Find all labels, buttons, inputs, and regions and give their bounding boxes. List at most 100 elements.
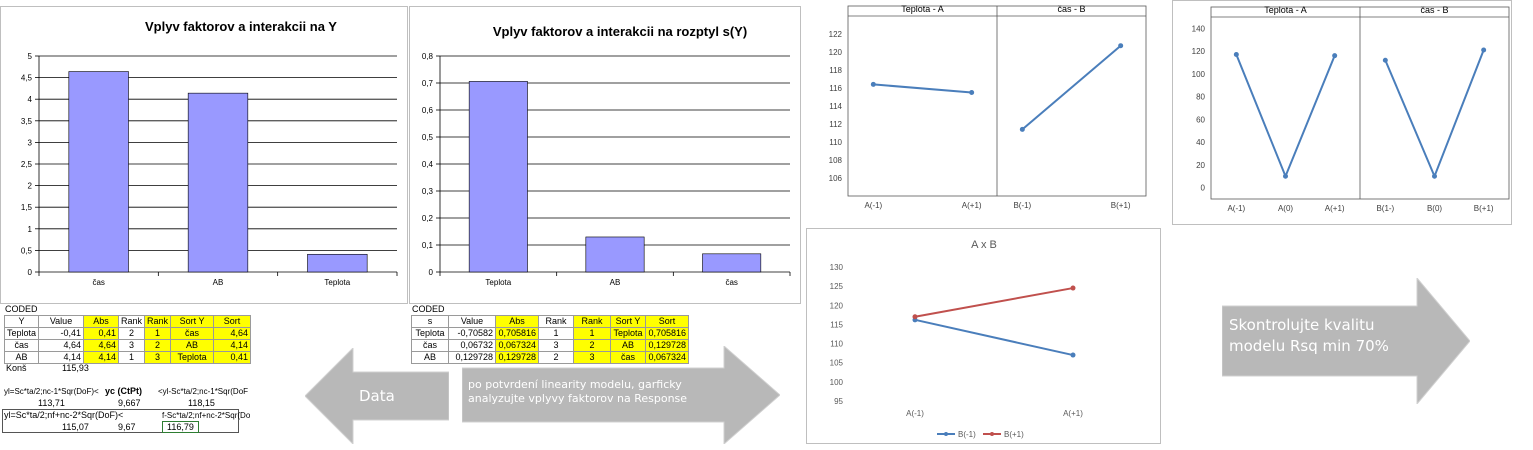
interaction-plot-svg: A x B 95 100 105 110 115 120 125 130 A(-1) A(+1) B(… xyxy=(830,239,1084,439)
c5-ytick-label: 110 xyxy=(830,340,843,349)
c3-ytick-label: 110 xyxy=(829,138,842,147)
c2-category-label: AB xyxy=(610,278,621,287)
c1-category-label: čas xyxy=(92,278,104,287)
value-2: 9,667 xyxy=(118,398,141,408)
table-header-row: Y Value Abs Rank Rank Sort Y Sort xyxy=(3,315,252,328)
table-row: AB 4,14 4,14 1 3 Teplota 0,41 xyxy=(3,351,252,364)
table-header-cell: Sort xyxy=(645,315,689,328)
c5-series-line xyxy=(914,318,1074,357)
c5-xtick-label: A(+1) xyxy=(1063,409,1083,418)
table-cell: 0,129728 xyxy=(645,339,689,352)
value-5: 9,67 xyxy=(118,422,136,432)
table-cell: 0,705816 xyxy=(495,327,539,340)
c3-ytick-label: 116 xyxy=(829,84,842,93)
c3-ytick-label: 122 xyxy=(829,30,843,39)
chart-effects-y: Vplyv faktorov a interakcii na Y 0 0,5 1 1,5… xyxy=(0,6,408,304)
c3-panel-label: Teplota - A xyxy=(901,4,944,14)
value-6: 116,79 xyxy=(162,421,199,433)
c3-xtick-label: B(-1) xyxy=(1013,201,1031,210)
table-cell: 2 xyxy=(573,339,611,352)
arrow-quality-shape xyxy=(1222,278,1470,404)
data-arrow-label: Data xyxy=(359,387,395,405)
c4-ytick-label: 80 xyxy=(1196,93,1205,102)
value-4: 115,07 xyxy=(62,422,89,432)
table-cell: AB xyxy=(610,339,646,352)
c3-ytick-label: 114 xyxy=(829,102,842,111)
table-header-cell: Sort Y xyxy=(610,315,646,328)
table-cell: -0,70582 xyxy=(448,327,496,340)
chart-effects-y-svg: Vplyv faktorov a interakcii na Y 0 0,5 1 1,5… xyxy=(21,19,398,287)
table-cell: 0,129728 xyxy=(448,351,496,364)
table2-body: s Value Abs Rank Rank Sort Y Sort Teplota -0,705… xyxy=(411,315,689,364)
c4-point xyxy=(1432,173,1437,179)
c3-ytick-label: 120 xyxy=(829,48,843,57)
table-cell: 0,41 xyxy=(213,351,252,364)
c3-series-line xyxy=(873,83,972,94)
c2-ytick-label: 0,7 xyxy=(422,79,434,88)
formula-3: yl=Sc*ta/2;nf+nc-2*Sqr(DoF)< xyxy=(4,410,124,420)
table-cell: 0,129728 xyxy=(495,351,539,364)
c3-xtick-label: A(+1) xyxy=(962,201,982,210)
c5-ytick-label: 130 xyxy=(830,263,844,272)
c3-ytick-label: 106 xyxy=(829,174,843,183)
table-header-cell: Rank xyxy=(573,315,611,328)
c4-ytick-label: 0 xyxy=(1201,184,1206,193)
table-cell: 4,64 xyxy=(83,339,120,352)
c2-ytick-label: 0,6 xyxy=(422,106,434,115)
c4-series-line xyxy=(1384,49,1485,179)
table-cell: 3 xyxy=(573,351,611,364)
c5-point xyxy=(912,314,918,320)
c3-point xyxy=(870,81,876,87)
c5-ytick-label: 125 xyxy=(830,282,844,291)
c2-bar xyxy=(702,253,762,273)
table1-konst-value: 115,93 xyxy=(62,363,89,373)
c2-category-label: Teplota xyxy=(485,278,511,287)
c4-xtick-label: B(1-) xyxy=(1376,204,1394,213)
c5-ytick-label: 115 xyxy=(830,320,843,329)
chart-effects-variance-svg: Vplyv faktorov a interakcii na rozptyl s… xyxy=(422,24,791,287)
c2-ytick-label: 0,5 xyxy=(422,133,434,142)
table-header-cell: s xyxy=(411,315,449,328)
c4-ytick-label: 40 xyxy=(1196,138,1205,147)
table-cell: 2 xyxy=(118,327,146,340)
c1-ytick-label: 2,5 xyxy=(21,160,33,169)
c5-ytick-label: 120 xyxy=(830,301,844,310)
table-cell: 4,14 xyxy=(83,351,120,364)
c5-legend-marker xyxy=(944,432,948,436)
c1-bar xyxy=(187,92,249,273)
table-cell: 2 xyxy=(144,339,172,352)
table-row: čas 0,06732 0,067324 3 2 AB 0,129728 xyxy=(411,339,689,352)
table-row: čas 4,64 4,64 3 2 AB 4,14 xyxy=(3,339,252,352)
c1-ytick-label: 0 xyxy=(28,268,33,277)
main-effects-center-plot-svg: 0 20 40 60 80 100 120 140 Teplota - A A(-1) A(0) A(… xyxy=(1192,5,1510,213)
c2-title: Vplyv faktorov a interakcii na rozptyl s… xyxy=(493,24,747,39)
table-row: AB 0,129728 0,129728 2 3 čas 0,067324 xyxy=(411,351,689,364)
table-cell: 4,64 xyxy=(213,327,252,340)
table-cell: čas xyxy=(170,327,215,340)
value-1: 113,71 xyxy=(38,398,65,408)
c4-panel-label: Teplota - A xyxy=(1264,5,1307,15)
c4-point xyxy=(1332,53,1338,59)
linearity-arrow-label: po potvrdení linearity modelu, garficky … xyxy=(468,378,688,405)
c2-ytick-label: 0,3 xyxy=(422,187,434,196)
table-header-cell: Sort Y xyxy=(170,315,215,328)
table-cell: 1 xyxy=(538,327,574,340)
table-cell: čas xyxy=(610,351,646,364)
c4-xtick-label: B(+1) xyxy=(1474,204,1494,213)
formula-row-box xyxy=(2,409,239,433)
c3-series-line xyxy=(1021,44,1122,131)
table-cell: 3 xyxy=(118,339,146,352)
c5-ytick-label: 95 xyxy=(834,397,843,406)
c4-xtick-label: A(-1) xyxy=(1227,204,1245,213)
c2-bar xyxy=(468,81,528,273)
table-row: Teplota -0,41 0,41 2 1 čas 4,64 xyxy=(3,327,252,340)
c1-category-label: Teplota xyxy=(324,278,350,287)
table-cell: AB xyxy=(3,351,40,364)
c3-point xyxy=(969,90,975,95)
c1-ytick-label: 2 xyxy=(28,182,33,191)
table-header-cell: Y xyxy=(3,315,40,328)
table-cell: 4,64 xyxy=(38,339,85,352)
c4-point xyxy=(1283,173,1288,179)
table-cell: 1 xyxy=(144,327,172,340)
c5-legend-label: B(+1) xyxy=(1004,430,1024,439)
